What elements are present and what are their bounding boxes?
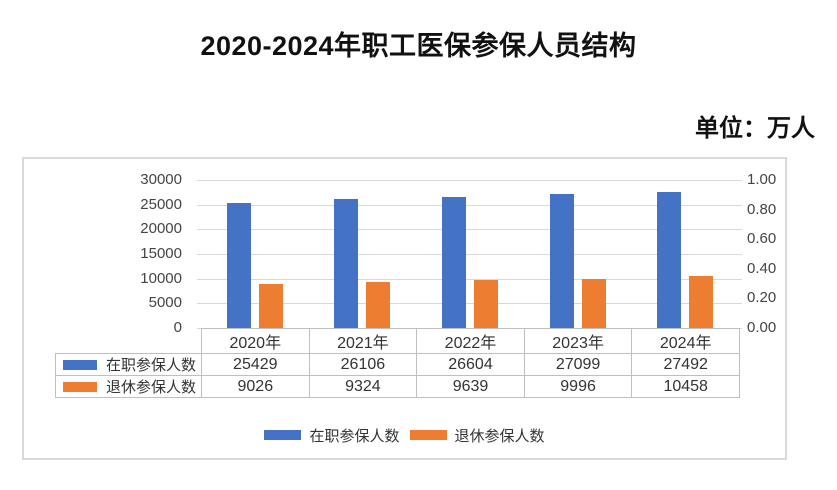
primary-axis-tick-label: 0 xyxy=(173,319,182,336)
active-legend-swatch-icon xyxy=(264,430,302,440)
legend-label: 在职参保人数 xyxy=(309,427,400,445)
table-value-cell: 9639 xyxy=(416,375,525,398)
active-series-key-icon xyxy=(63,359,97,370)
table-value-cell: 25429 xyxy=(201,353,310,376)
primary-axis-tick-label: 20000 xyxy=(140,220,182,238)
secondary-axis-tick-label: 0.80 xyxy=(747,200,777,218)
retired-bar-2024 xyxy=(689,276,714,328)
legend-item-active: 在职参保人数 xyxy=(264,425,400,446)
unit-label: 单位：万人 xyxy=(695,115,815,142)
retired-legend-swatch-icon xyxy=(409,430,447,440)
retired-bar-2021 xyxy=(366,282,391,328)
series-name-cell: 退休参保人数 xyxy=(55,375,202,398)
bar-group-2021 xyxy=(309,180,417,328)
series-name-cell: 在职参保人数 xyxy=(55,353,202,376)
table-row: 退休参保人数 9026 9324 9639 9996 10458 xyxy=(55,375,740,398)
chart-panel: 0 5000 10000 15000 20000 25000 30000 0.00 0.20 0… xyxy=(22,157,787,460)
gridline xyxy=(197,278,742,280)
active-bar-2021 xyxy=(334,199,359,328)
table-value-cell: 9026 xyxy=(201,375,310,398)
secondary-axis-tick-label: 0.00 xyxy=(747,319,777,336)
gridline xyxy=(197,204,742,206)
table-year-header: 2021年 xyxy=(308,328,418,354)
gridline xyxy=(197,180,742,181)
table-year-header: 2020年 xyxy=(201,328,310,354)
primary-axis-tick-label: 10000 xyxy=(140,269,182,287)
secondary-axis-tick-label: 0.60 xyxy=(747,230,777,248)
table-value-cell: 10458 xyxy=(631,375,740,398)
bar-group-2020 xyxy=(201,180,309,328)
gridline xyxy=(197,303,742,305)
series-name-label: 退休参保人数 xyxy=(106,379,197,396)
retired-bar-2022 xyxy=(473,280,498,328)
table-value-cell: 9996 xyxy=(523,375,633,398)
plot-area xyxy=(201,180,739,328)
table-row: 在职参保人数 25429 26106 26604 27099 27492 xyxy=(55,353,740,376)
gridline xyxy=(197,254,742,255)
active-bar-2024 xyxy=(657,192,682,328)
table-value-cell: 27492 xyxy=(631,353,740,376)
secondary-axis-tick-label: 0.20 xyxy=(747,289,777,307)
active-bar-2020 xyxy=(226,202,251,328)
legend: 在职参保人数 退休参保人数 xyxy=(24,425,785,445)
table-year-header: 2023年 xyxy=(523,328,633,354)
primary-axis-tick-label: 15000 xyxy=(140,245,182,262)
bar-group-2022 xyxy=(416,180,524,328)
data-table: 2020年 2021年 2022年 2023年 2024年 在职参保人数 25429 2610… xyxy=(55,328,740,398)
secondary-axis-tick-label: 0.40 xyxy=(747,259,777,277)
primary-axis-tick-label: 30000 xyxy=(140,171,182,188)
series-name-label: 在职参保人数 xyxy=(106,357,197,374)
chart-title: 2020-2024年职工医保参保人员结构 xyxy=(200,31,637,61)
table-year-header: 2024年 xyxy=(631,328,740,354)
table-corner-cell xyxy=(56,329,202,354)
active-bar-2023 xyxy=(549,194,574,328)
gridline xyxy=(197,229,742,231)
legend-item-retired: 退休参保人数 xyxy=(409,425,545,446)
table-value-cell: 26604 xyxy=(416,353,525,376)
legend-label: 退休参保人数 xyxy=(454,427,545,445)
retired-bar-2023 xyxy=(581,278,606,328)
table-year-header: 2022年 xyxy=(416,328,525,354)
primary-axis-tick-label: 5000 xyxy=(148,294,182,312)
bar-group-2024 xyxy=(631,180,739,328)
retired-bar-2020 xyxy=(258,283,283,328)
primary-axis-tick-label: 25000 xyxy=(140,195,182,213)
table-value-cell: 9324 xyxy=(308,375,418,398)
table-value-cell: 26106 xyxy=(308,353,418,376)
retired-series-key-icon xyxy=(63,381,97,392)
secondary-axis-tick-label: 1.00 xyxy=(747,171,777,188)
active-bar-2022 xyxy=(441,196,466,328)
table-value-cell: 27099 xyxy=(523,353,633,376)
bar-group-2023 xyxy=(524,180,632,328)
